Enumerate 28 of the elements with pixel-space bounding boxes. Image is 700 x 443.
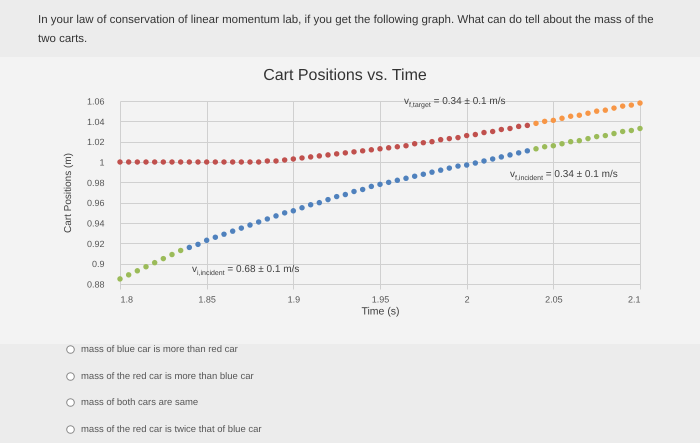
x-tick-label: 1.9 [288,294,300,304]
chart-title: Cart Positions vs. Time [263,67,427,84]
annotation: v$_{i,incident}$ = 0.68 ± 0.1 m/s [192,264,300,277]
y-tick-label: 1 [99,158,104,168]
y-axis-title: Cart Positions (m) [62,152,74,234]
y-tick-label: 0.9 [92,259,104,270]
text: mass of blue car is more than red car [81,344,238,355]
y-tick-label: 1.04 [86,116,104,127]
annotation: v$_{f,incident}$ = 0.34 ± 0.1 m/s [510,169,618,182]
text: mass of both cars are same [81,397,198,408]
y-tick-label: 1.06 [86,96,104,106]
text: mass of the red car is twice that of blue car [81,424,262,434]
x-tick-label: 1.8 [120,294,134,304]
x-tick-label: 2.1 [628,294,640,304]
x-tick-label: 2 [464,294,470,304]
y-tick-label: 0.98 [86,178,104,188]
y-tick-label: 0.96 [86,198,104,208]
y-tick-label: 0.94 [86,218,104,228]
y-tick-label: 0.92 [86,238,104,249]
y-tick-label: 1.02 [86,137,104,148]
x-tick-label: 1.95 [372,294,390,304]
annotation: v$_{f,target}$ = 0.34 ± 0.1 m/s [404,96,506,109]
x-tick-label: 1.85 [198,294,216,304]
text: mass of the red car is more than blue car [81,370,254,382]
x-axis-title: Time (s) [361,306,400,318]
y-tick-label: 0.88 [86,280,104,290]
x-tick-label: 2.05 [545,294,563,304]
text: In your law of conservation of linear momentum lab, if you get the following graph. What can do tell about the mass of the two carts. [38,13,655,47]
